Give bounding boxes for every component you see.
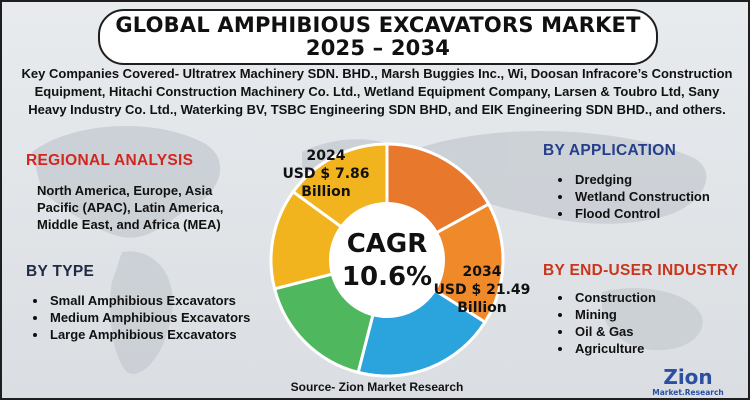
title-line-2: 2025 – 2034: [305, 36, 451, 60]
title-banner: GLOBAL AMPHIBIOUS EXCAVATORS MARKET 2025…: [98, 9, 658, 65]
list-item: Large Amphibious Excavators: [48, 326, 278, 343]
regional-analysis-heading: REGIONAL ANALYSIS: [26, 152, 194, 169]
annotation-2024-value: USD $ 7.86: [282, 166, 369, 182]
logo-name: Zion: [663, 365, 712, 389]
regional-analysis-text: North America, Europe, Asia Pacific (APA…: [37, 183, 224, 232]
list-item: Agriculture: [573, 340, 748, 357]
by-type-list: Small Amphibious Excavators Medium Amphi…: [32, 292, 278, 343]
annotation-2034-year: 2034: [463, 264, 502, 280]
logo-sub: Market.Research: [652, 388, 724, 397]
by-end-user-list: Construction Mining Oil & Gas Agricultur…: [557, 289, 748, 357]
list-item: Small Amphibious Excavators: [48, 292, 278, 309]
list-item: Flood Control: [573, 205, 748, 222]
cagr-label: CAGR: [347, 229, 428, 259]
zion-logo: Zion Market.Research: [652, 365, 724, 397]
annotation-2024-unit: Billion: [301, 184, 350, 200]
by-application-heading: BY APPLICATION: [543, 142, 677, 159]
by-end-user-heading: BY END-USER INDUSTRY: [543, 262, 739, 279]
list-item: Medium Amphibious Excavators: [48, 309, 278, 326]
annotation-2024-year: 2024: [307, 148, 346, 164]
source-text: Source- Zion Market Research: [290, 380, 464, 394]
annotation-2034-unit: Billion: [457, 300, 506, 316]
by-type-heading: BY TYPE: [26, 263, 95, 280]
list-item: Wetland Construction: [573, 188, 748, 205]
title-line-1: GLOBAL AMPHIBIOUS EXCAVATORS MARKET: [115, 13, 641, 37]
list-item: Dredging: [573, 171, 748, 188]
list-item: Construction: [573, 289, 748, 306]
by-application-list: Dredging Wetland Construction Flood Cont…: [557, 171, 748, 222]
list-item: Mining: [573, 306, 748, 323]
cagr-value: 10.6%: [342, 262, 432, 292]
donut-center: [329, 202, 445, 318]
annotation-2034-value: USD $ 21.49: [434, 282, 531, 298]
donut-slice-1: [384, 202, 505, 325]
key-companies-text: Key Companies Covered- Ultratrex Machine…: [21, 66, 733, 117]
list-item: Oil & Gas: [573, 323, 748, 340]
